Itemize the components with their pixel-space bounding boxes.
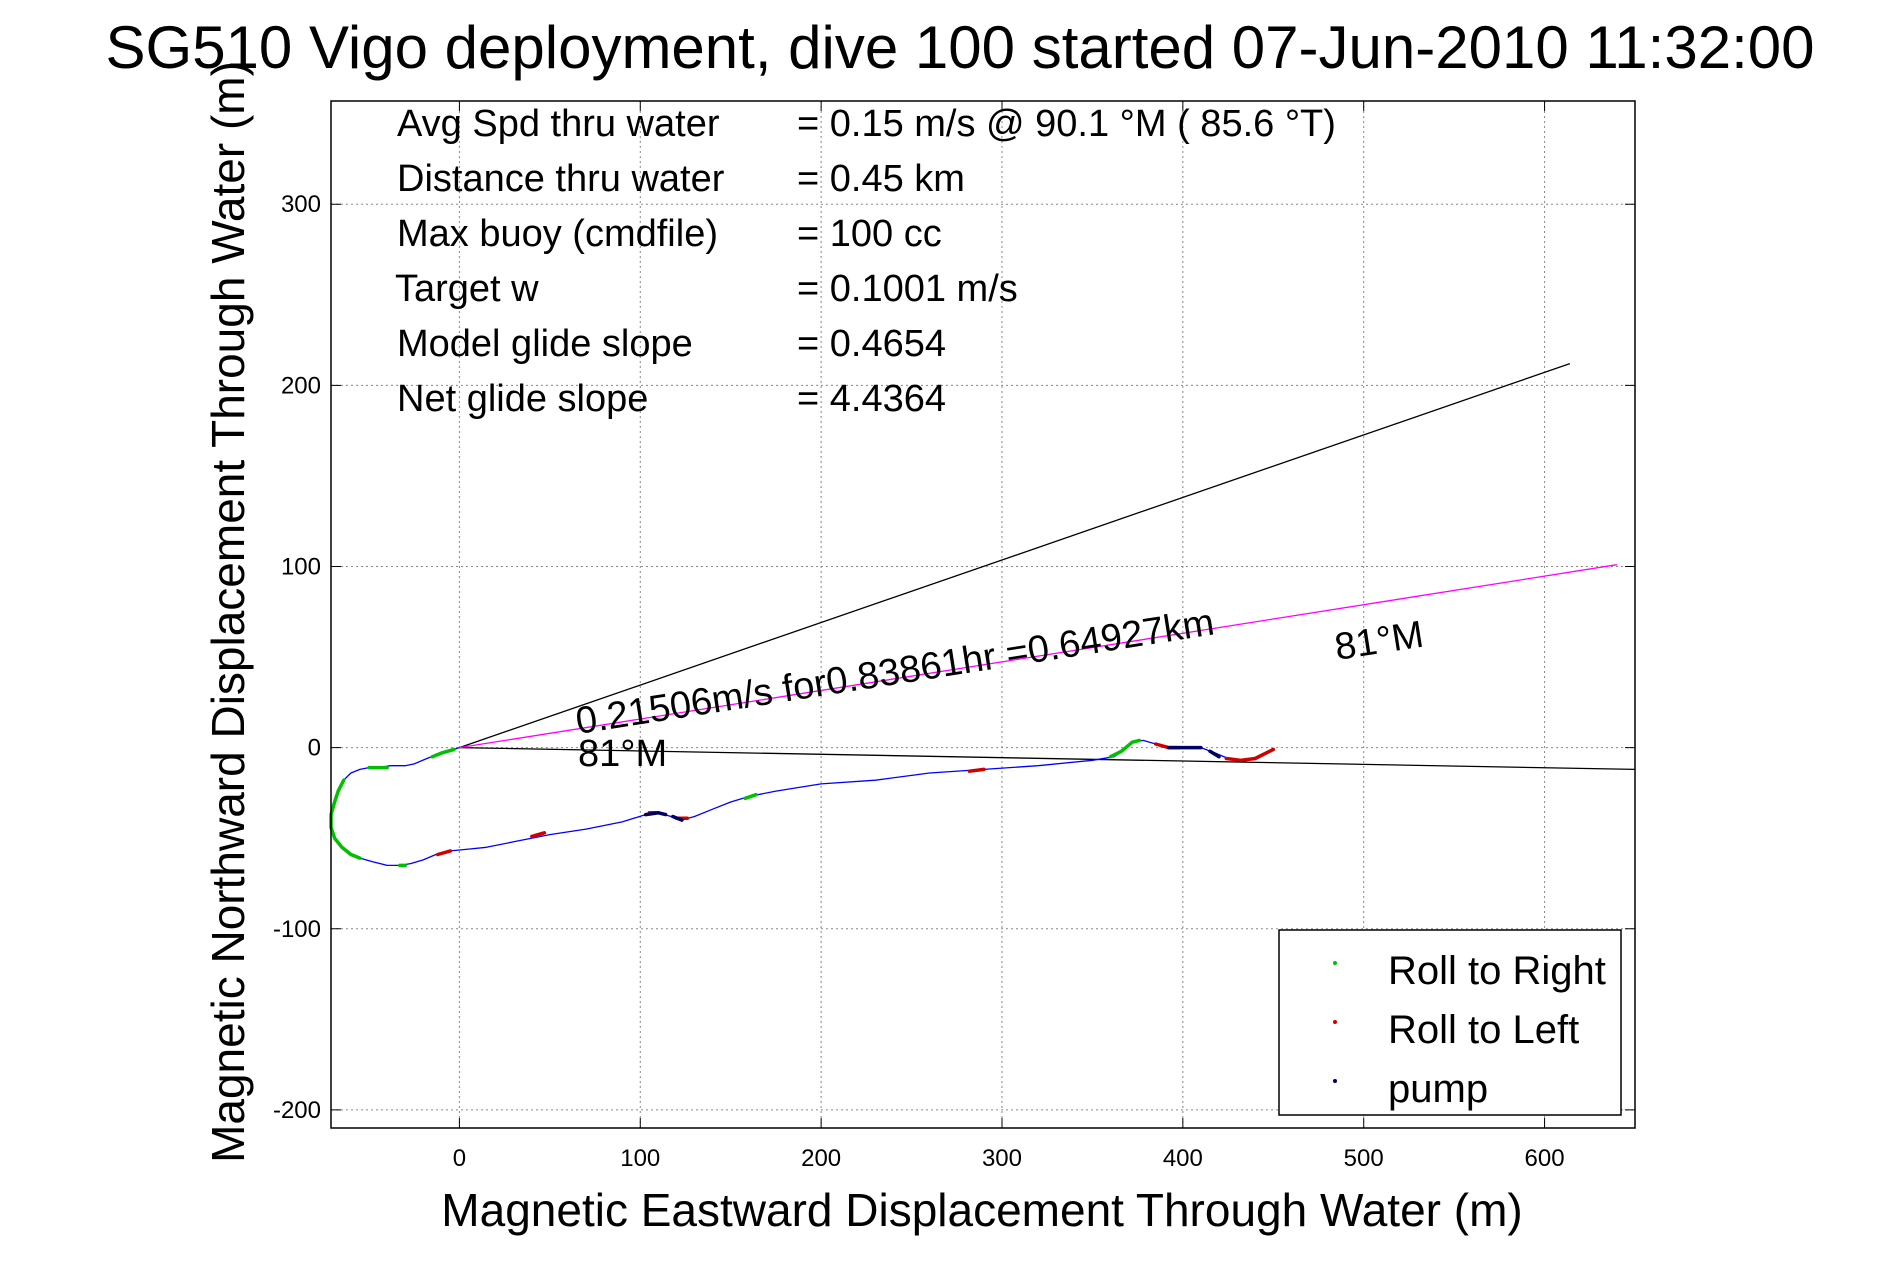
stat-value-target-w: = 0.1001 m/s — [797, 268, 1018, 310]
x-tick-label: 100 — [620, 1145, 660, 1172]
current-line — [459, 746, 1636, 771]
legend-marker-roll-left — [1333, 1020, 1337, 1024]
stat-label-net-glide: Net glide slope — [397, 378, 648, 420]
heading-line — [459, 564, 1618, 749]
y-tick-label: -100 — [273, 916, 321, 943]
track-layer — [329, 738, 1276, 868]
stat-label-target-w: Target w — [395, 268, 539, 310]
stat-value-distance: = 0.45 km — [797, 158, 965, 200]
roll-right-segment — [743, 792, 758, 801]
roll-left-segment — [530, 831, 547, 839]
stat-value-model-glide: = 0.4654 — [797, 323, 946, 365]
roll-left-segment — [435, 849, 453, 857]
legend: Roll to Right Roll to Left pump — [1278, 929, 1622, 1116]
y-tick-label: 0 — [308, 735, 321, 762]
x-tick-label: 600 — [1525, 1145, 1565, 1172]
stat-label-avg-speed: Avg Spd thru water — [397, 103, 720, 145]
stat-value-net-glide: = 4.4364 — [797, 378, 946, 420]
roll-left-segment — [967, 767, 986, 773]
roll-right-segment — [430, 747, 456, 759]
chart-title: SG510 Vigo deployment, dive 100 started … — [106, 14, 1815, 81]
stats-block: Avg Spd thru water = 0.15 m/s @ 90.1 °M … — [395, 103, 1336, 420]
x-tick-label: 400 — [1163, 1145, 1203, 1172]
x-tick-label: 200 — [801, 1145, 841, 1172]
y-tick-label: 100 — [281, 554, 321, 581]
x-tick-label: 300 — [982, 1145, 1022, 1172]
stat-label-max-buoy: Max buoy (cmdfile) — [397, 213, 718, 255]
legend-label-pump: pump — [1388, 1067, 1488, 1111]
net-line — [459, 362, 1571, 749]
reference-lines-layer — [459, 362, 1636, 771]
plot-area-frame — [330, 100, 1636, 1129]
y-tick-label: -200 — [273, 1097, 321, 1124]
x-tick-label: 0 — [453, 1145, 466, 1172]
legend-box — [1278, 929, 1622, 1116]
x-tick-label: 500 — [1344, 1145, 1384, 1172]
stat-label-model-glide: Model glide slope — [397, 323, 693, 365]
legend-marker-pump — [1333, 1079, 1337, 1083]
legend-label-roll-right: Roll to Right — [1388, 949, 1606, 993]
pump-segment — [1208, 749, 1221, 759]
stat-label-distance: Distance thru water — [397, 158, 725, 200]
pump-segment — [671, 814, 684, 822]
stat-value-max-buoy: = 100 cc — [797, 213, 942, 255]
roll-right-segment — [1108, 738, 1142, 759]
y-tick-label: 300 — [281, 191, 321, 218]
legend-marker-roll-right — [1333, 961, 1337, 965]
stat-value-avg-speed: = 0.15 m/s @ 90.1 °M ( 85.6 °T) — [797, 103, 1336, 145]
y-tick-label: 200 — [281, 372, 321, 399]
x-axis-label: Magnetic Eastward Displacement Through W… — [441, 1184, 1522, 1236]
ticks-layer: 0 100 200 300 400 500 600 -200 -100 0 100 200 300 — [273, 101, 1635, 1172]
heading-label-current: 81°M — [578, 733, 667, 775]
legend-label-roll-left: Roll to Left — [1388, 1008, 1579, 1052]
roll-left-segment — [1224, 747, 1276, 763]
pump-segment — [643, 811, 668, 817]
y-axis-label: Magnetic Northward Displacement Through … — [202, 61, 254, 1163]
